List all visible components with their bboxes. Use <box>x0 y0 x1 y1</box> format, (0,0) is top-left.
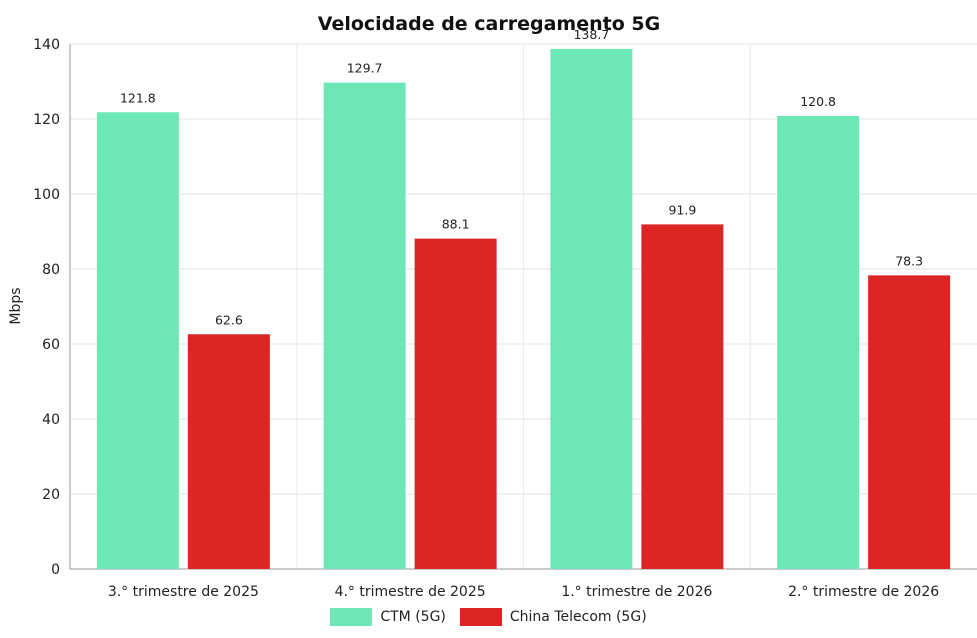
y-tick-label: 80 <box>42 262 60 278</box>
bar-ctm[interactable] <box>550 48 633 569</box>
x-tick-label: 2.° trimestre de 2026 <box>788 584 939 600</box>
y-tick-label: 20 <box>42 487 60 503</box>
y-tick-label: 40 <box>42 412 60 428</box>
x-tick-label: 4.° trimestre de 2025 <box>335 584 486 600</box>
y-tick-label: 140 <box>33 37 60 53</box>
y-tick-label: 60 <box>42 337 60 353</box>
bar-china-telecom[interactable] <box>187 334 270 569</box>
legend-swatch-ctm <box>330 608 373 626</box>
legend: CTM (5G) China Telecom (5G) <box>0 608 977 626</box>
legend-label-ctm: CTM (5G) <box>380 609 446 625</box>
legend-item-ctm[interactable]: CTM (5G) <box>330 608 446 626</box>
data-label: 129.7 <box>347 61 383 76</box>
bar-china-telecom[interactable] <box>868 275 951 569</box>
y-axis-label: Mbps <box>8 287 24 324</box>
data-label: 138.7 <box>573 27 609 42</box>
data-label: 62.6 <box>215 312 243 327</box>
data-label: 120.8 <box>800 94 836 109</box>
bar-china-telecom[interactable] <box>414 238 497 569</box>
x-tick-label: 3.° trimestre de 2025 <box>108 584 259 600</box>
x-tick-label: 1.° trimestre de 2026 <box>561 584 712 600</box>
y-tick-label: 0 <box>51 562 60 578</box>
data-label: 91.9 <box>668 202 696 217</box>
chart-title: Velocidade de carregamento 5G <box>318 13 660 35</box>
bar-ctm[interactable] <box>777 116 860 569</box>
legend-item-china-telecom[interactable]: China Telecom (5G) <box>459 608 647 626</box>
y-tick-label: 100 <box>33 187 60 203</box>
bar-ctm[interactable] <box>96 112 179 569</box>
legend-swatch-china-telecom <box>459 608 502 626</box>
bar-china-telecom[interactable] <box>641 224 724 569</box>
y-tick-label: 120 <box>33 112 60 128</box>
data-label: 121.8 <box>120 90 156 105</box>
plot-area: 0 20 40 60 80 100 120 140 121.8 62.6 3.° trimestre… <box>33 27 977 600</box>
data-label: 88.1 <box>442 217 470 232</box>
legend-label-china-telecom: China Telecom (5G) <box>509 609 647 625</box>
bar-ctm[interactable] <box>323 82 406 569</box>
data-label: 78.3 <box>895 253 923 268</box>
